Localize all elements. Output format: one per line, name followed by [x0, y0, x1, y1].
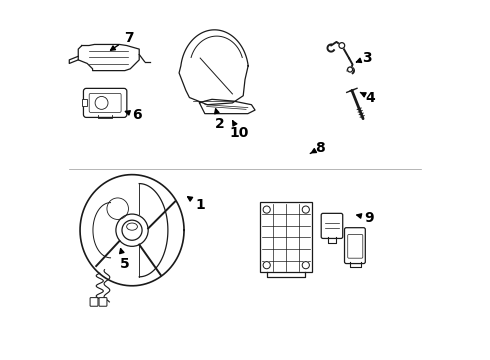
- Circle shape: [302, 206, 309, 213]
- Text: 6: 6: [125, 108, 142, 122]
- Text: 2: 2: [215, 109, 225, 131]
- Text: 5: 5: [120, 249, 130, 271]
- FancyBboxPatch shape: [344, 228, 366, 264]
- Circle shape: [263, 206, 270, 213]
- Circle shape: [339, 42, 344, 48]
- Text: 8: 8: [310, 141, 325, 155]
- Polygon shape: [179, 30, 248, 105]
- FancyBboxPatch shape: [321, 213, 343, 238]
- Text: 7: 7: [111, 31, 133, 50]
- FancyBboxPatch shape: [99, 298, 107, 306]
- FancyBboxPatch shape: [90, 298, 98, 306]
- FancyBboxPatch shape: [83, 88, 127, 117]
- Text: 3: 3: [356, 51, 372, 65]
- Polygon shape: [78, 44, 139, 71]
- Bar: [260, 202, 312, 273]
- Text: 9: 9: [357, 211, 373, 225]
- FancyBboxPatch shape: [348, 234, 363, 258]
- Text: 1: 1: [188, 197, 205, 212]
- Circle shape: [302, 262, 309, 269]
- Polygon shape: [199, 99, 255, 114]
- FancyBboxPatch shape: [89, 93, 121, 112]
- Polygon shape: [80, 175, 184, 286]
- Circle shape: [263, 262, 270, 269]
- Text: 4: 4: [360, 90, 375, 104]
- Circle shape: [116, 214, 148, 246]
- Text: 10: 10: [230, 121, 249, 140]
- Circle shape: [347, 67, 353, 72]
- Bar: [82, 99, 87, 107]
